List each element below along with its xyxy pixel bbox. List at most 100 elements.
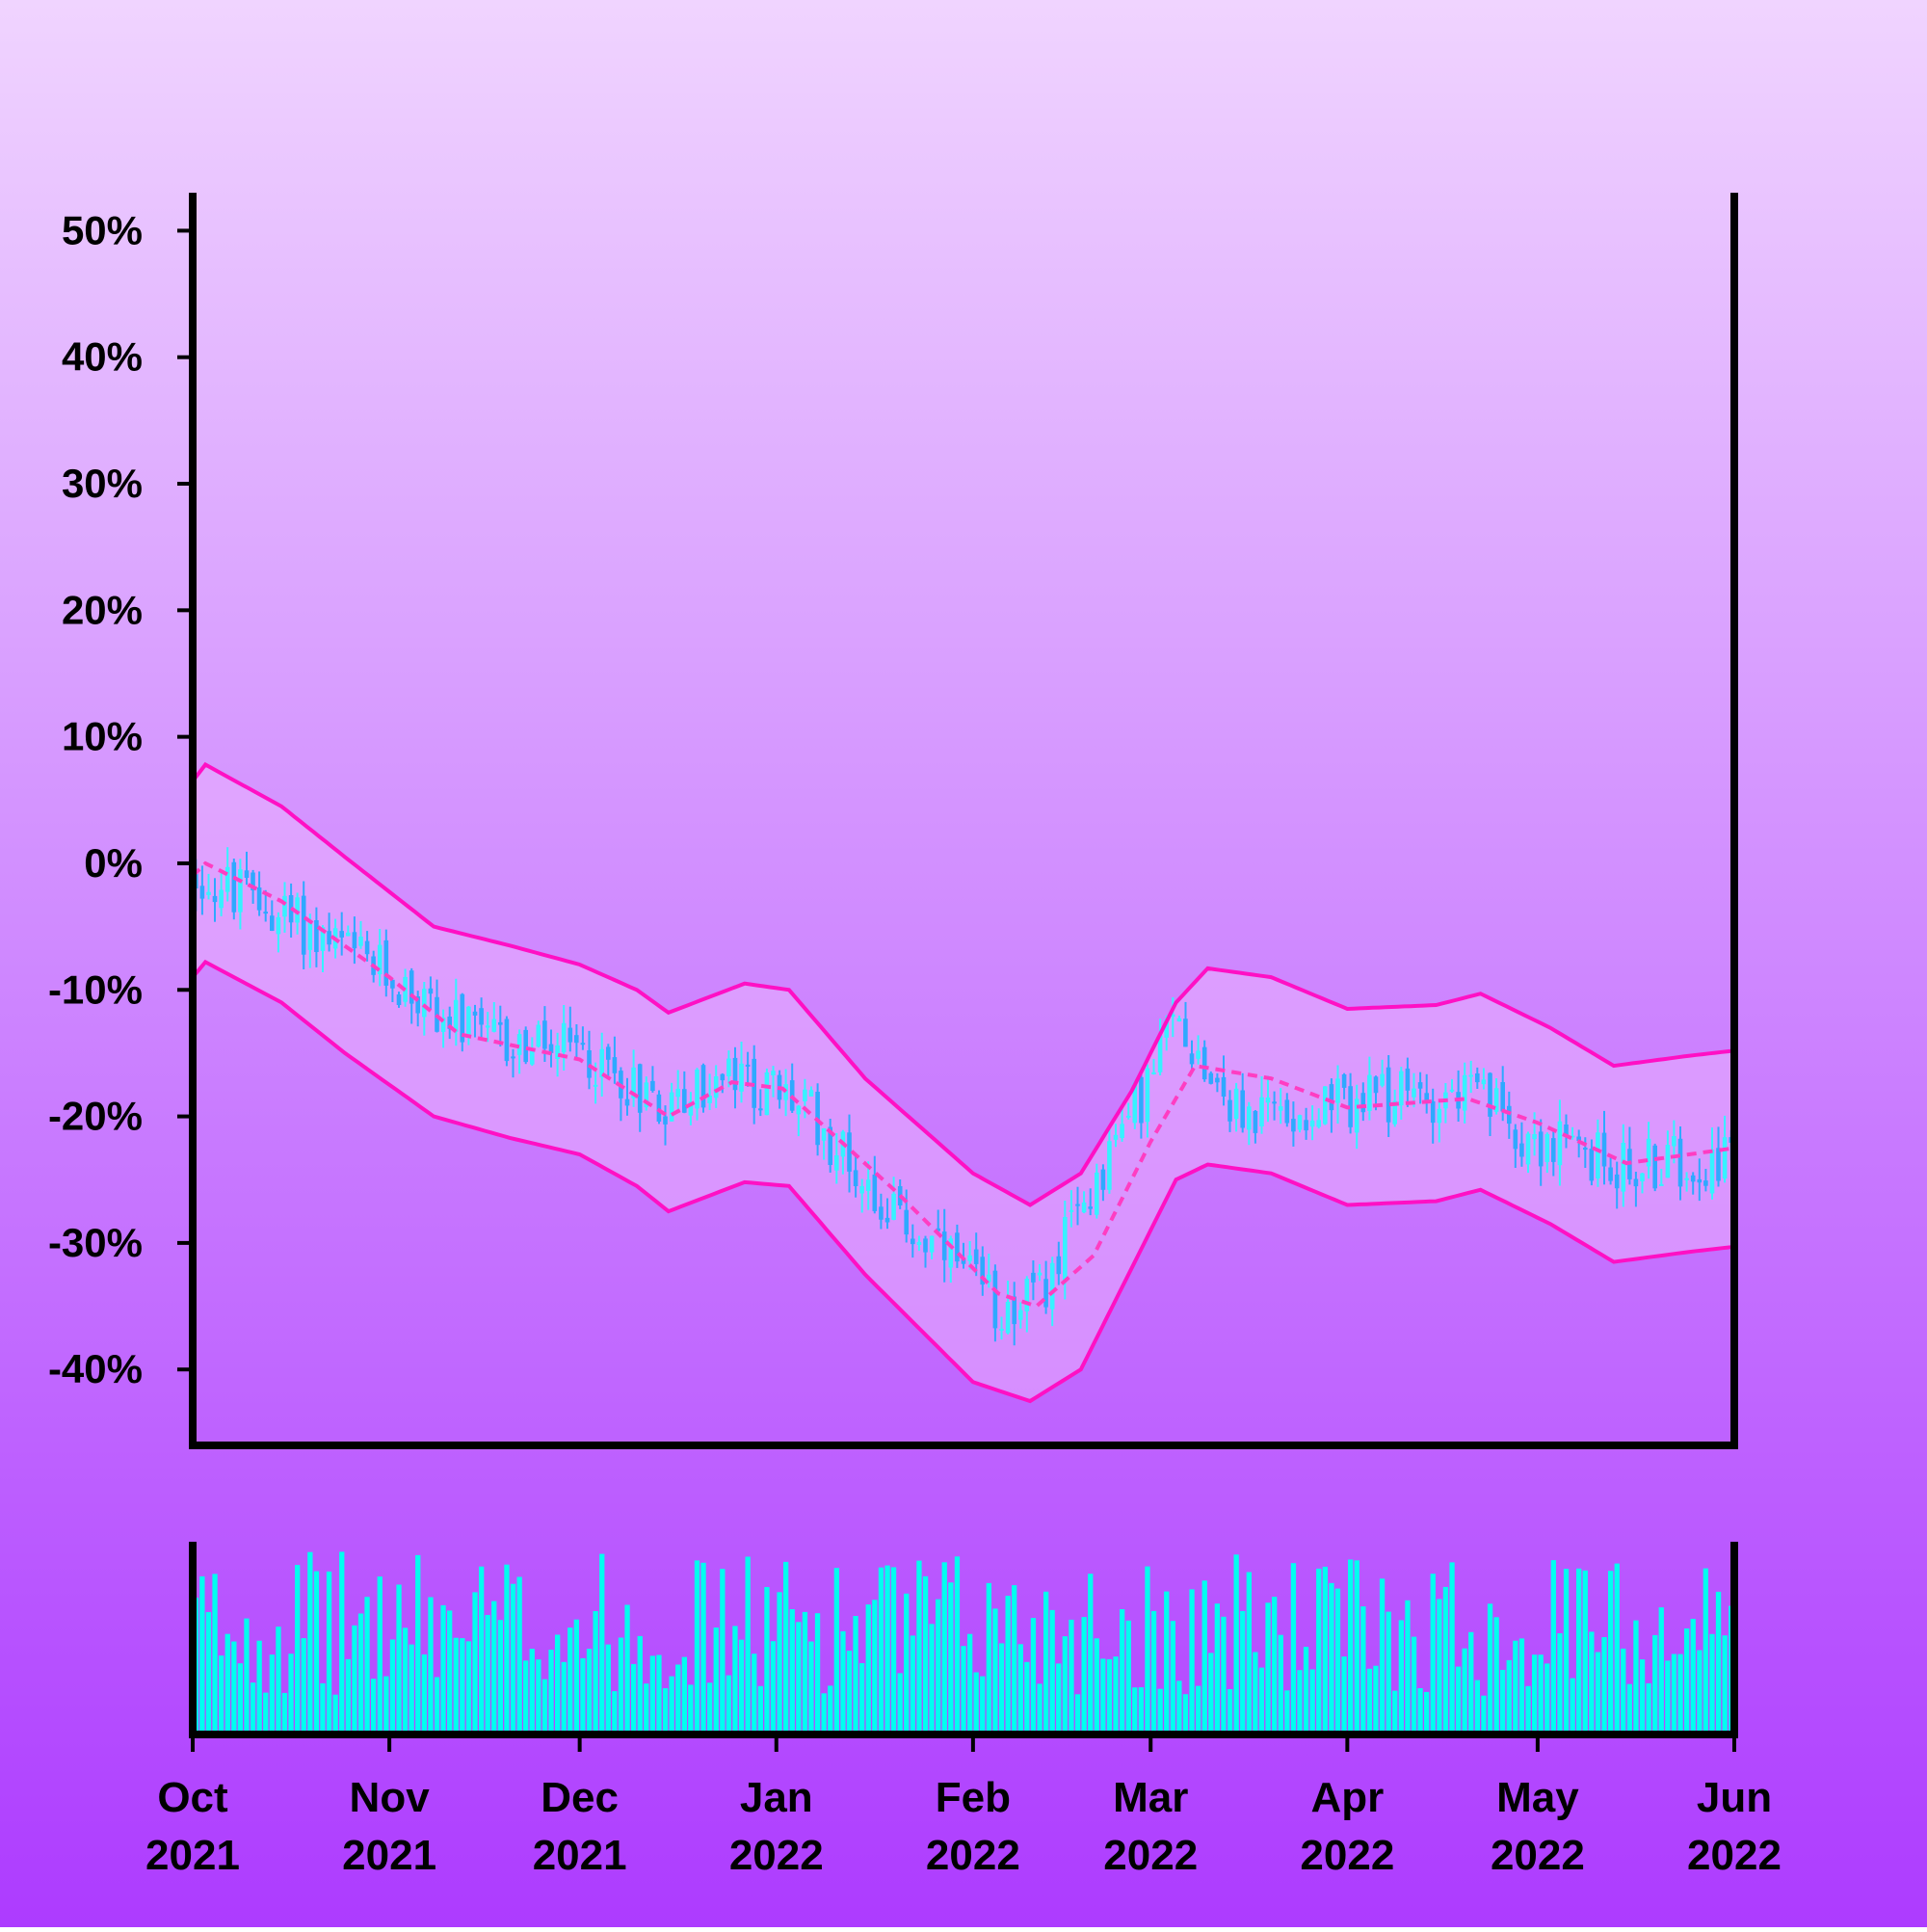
- volume-bar: [1290, 1563, 1297, 1734]
- candle-body: [238, 869, 243, 913]
- candle-body: [428, 988, 434, 994]
- volume-bar: [872, 1600, 878, 1734]
- candle-body: [1037, 1272, 1043, 1276]
- candle-body: [1341, 1074, 1347, 1088]
- volume-bar: [859, 1663, 865, 1734]
- candle-body: [1233, 1088, 1239, 1120]
- volume-bar: [1544, 1663, 1550, 1734]
- volume-bar: [675, 1664, 681, 1734]
- candle-body: [1031, 1272, 1036, 1283]
- volume-bar: [301, 1638, 306, 1734]
- volume-bar: [1081, 1617, 1087, 1734]
- candle-body: [409, 970, 414, 1004]
- volume-bar: [409, 1644, 414, 1734]
- candle-body: [1672, 1136, 1676, 1147]
- candle-body: [865, 1179, 871, 1191]
- candle-body: [732, 1057, 738, 1091]
- candle-body: [834, 1155, 839, 1171]
- volume-bar: [472, 1592, 478, 1734]
- volume-bar: [1329, 1582, 1334, 1734]
- volume-bar: [967, 1633, 973, 1734]
- candle-body: [992, 1270, 998, 1329]
- bollinger-middle-line: [191, 860, 1735, 1309]
- candle-body: [1323, 1086, 1328, 1125]
- volume-bar: [295, 1565, 301, 1734]
- candle-body: [580, 1043, 586, 1045]
- candle-body: [199, 886, 205, 899]
- volume-bar: [669, 1676, 674, 1734]
- candle-body: [1348, 1086, 1353, 1127]
- volume-bar: [1246, 1572, 1252, 1734]
- candle-body: [1652, 1145, 1657, 1189]
- candle-body: [904, 1209, 909, 1235]
- candle-body: [1107, 1141, 1112, 1190]
- candle-body: [624, 1098, 630, 1106]
- volume-bar: [752, 1654, 757, 1734]
- volume-bar: [1709, 1633, 1715, 1734]
- volume-bar: [1652, 1634, 1658, 1734]
- bollinger-upper-line: [191, 761, 1735, 1207]
- candle-body: [301, 895, 306, 955]
- volume-bar: [1684, 1628, 1690, 1734]
- volume-bar: [1253, 1652, 1258, 1734]
- volume-bar: [212, 1574, 218, 1734]
- volume-bar: [428, 1597, 434, 1734]
- x-tick-month: Feb: [936, 1774, 1011, 1821]
- candle-body: [1171, 1014, 1175, 1018]
- volume-bar: [656, 1654, 662, 1734]
- candle-body: [224, 866, 230, 892]
- candle-body: [466, 1006, 471, 1036]
- volume-bar: [1240, 1610, 1246, 1734]
- volume-bar: [612, 1691, 618, 1734]
- candle-body: [1513, 1129, 1518, 1150]
- candle-body: [828, 1126, 832, 1165]
- volume-bar: [465, 1641, 472, 1734]
- candlestick-layer: [194, 847, 1733, 1346]
- candle-body: [358, 937, 363, 946]
- candle-body: [485, 1025, 490, 1028]
- x-tick-year: 2021: [145, 1832, 240, 1879]
- volume-bar: [1120, 1609, 1125, 1734]
- candle-body: [1488, 1072, 1492, 1117]
- volume-bar: [1309, 1669, 1315, 1734]
- volume-bar: [504, 1564, 510, 1734]
- volume-bar: [1170, 1621, 1175, 1734]
- candle-body: [1690, 1175, 1696, 1182]
- volume-bar: [1278, 1634, 1283, 1734]
- candle-body: [1392, 1100, 1397, 1125]
- candle-body: [1145, 1068, 1150, 1123]
- candle-body: [1113, 1134, 1119, 1140]
- volume-bar: [1069, 1619, 1074, 1734]
- candle-body: [263, 912, 268, 914]
- candle-body: [593, 1084, 598, 1087]
- y-tick-label: 40%: [62, 334, 143, 380]
- volume-bar: [688, 1684, 694, 1734]
- volume-bar: [231, 1641, 237, 1734]
- volume-bar: [1442, 1586, 1449, 1734]
- candle-body: [1100, 1169, 1106, 1190]
- bollinger-line-layer: [191, 761, 1735, 1404]
- axis-layer: [189, 193, 1738, 1738]
- y-tick-label: -10%: [48, 966, 143, 1012]
- volume-bar: [1621, 1648, 1626, 1734]
- candle-body: [1677, 1138, 1683, 1187]
- volume-bar: [1513, 1640, 1518, 1734]
- volume-bar: [644, 1683, 649, 1734]
- candle-body: [270, 915, 275, 931]
- candle-body: [1608, 1167, 1613, 1181]
- volume-bar: [738, 1639, 745, 1734]
- volume-bar: [720, 1569, 726, 1734]
- candle-body: [1500, 1082, 1505, 1112]
- candle-body: [396, 994, 402, 1005]
- candle-body: [1551, 1138, 1556, 1162]
- volume-bar: [491, 1601, 497, 1734]
- candle-body: [472, 1011, 478, 1016]
- candle-body: [1462, 1074, 1467, 1111]
- volume-bar: [1354, 1560, 1359, 1734]
- volume-bar: [1201, 1580, 1207, 1734]
- candle-body: [548, 1044, 554, 1053]
- candle-body: [745, 1064, 751, 1067]
- volume-bar: [897, 1673, 903, 1734]
- candle-body: [460, 993, 465, 1043]
- volume-bar: [980, 1676, 986, 1734]
